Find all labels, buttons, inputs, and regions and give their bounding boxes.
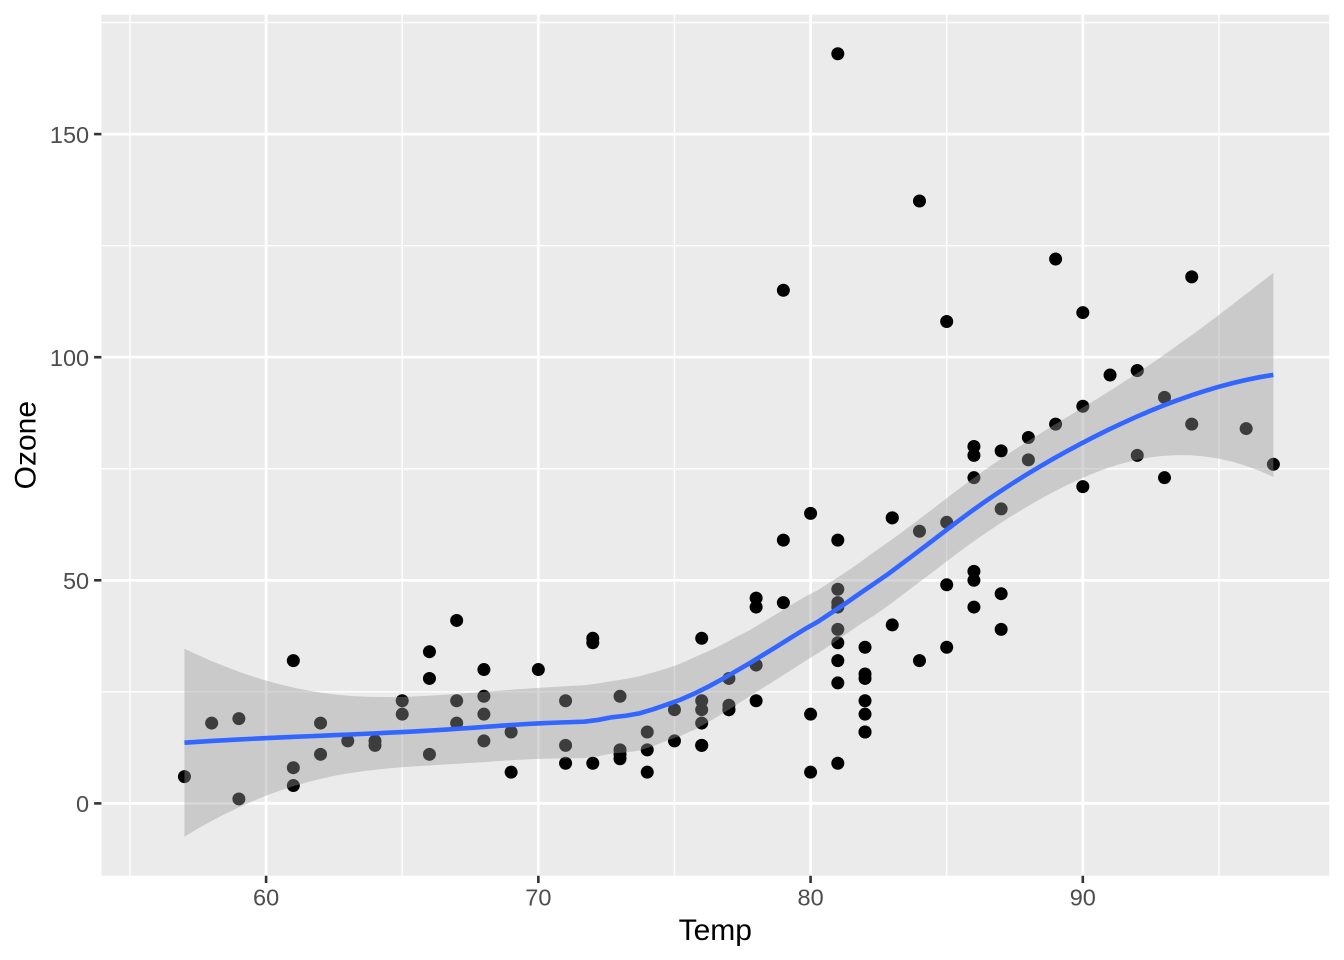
svg-text:60: 60: [253, 885, 279, 911]
svg-text:90: 90: [1070, 885, 1096, 911]
svg-text:0: 0: [76, 791, 89, 817]
svg-text:80: 80: [798, 885, 824, 911]
svg-text:Temp: Temp: [679, 914, 752, 947]
svg-text:150: 150: [50, 122, 89, 148]
svg-text:100: 100: [50, 345, 89, 371]
svg-text:50: 50: [63, 568, 89, 594]
svg-text:70: 70: [525, 885, 551, 911]
svg-text:Ozone: Ozone: [10, 401, 43, 489]
